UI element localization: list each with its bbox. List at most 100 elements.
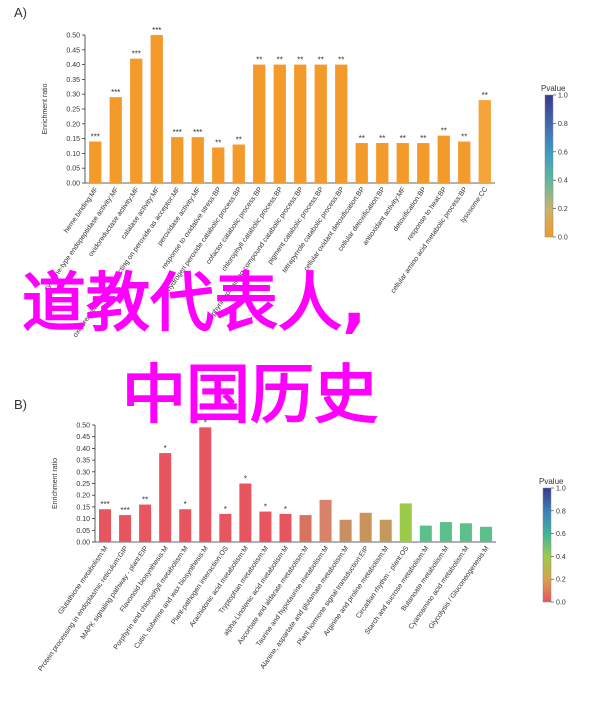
colorbar-tick-label: 0.2	[558, 206, 568, 213]
bar	[459, 523, 472, 542]
significance-label: **	[379, 134, 385, 143]
bar	[239, 483, 252, 542]
significance-label: *	[284, 505, 287, 514]
bar	[130, 58, 143, 183]
y-tick-label: 0.20	[66, 121, 80, 128]
bar	[396, 143, 409, 183]
bar	[314, 64, 327, 183]
bar	[339, 519, 352, 542]
significance-label: **	[482, 91, 488, 100]
y-tick-label: 0.00	[76, 540, 90, 547]
bar	[171, 137, 184, 183]
bar	[139, 504, 152, 542]
colorbar-tick-label: 0.8	[556, 508, 566, 515]
significance-label: **	[441, 127, 447, 136]
bar	[212, 147, 225, 183]
y-tick-label: 0.50	[66, 33, 80, 40]
significance-label: **	[338, 56, 344, 65]
colorbar-tick-label: 1.0	[556, 486, 566, 493]
significance-label: **	[420, 134, 426, 143]
y-tick-label: 0.45	[76, 434, 90, 441]
bar	[99, 509, 112, 542]
colorbar-tick-label: 0.4	[558, 178, 568, 185]
bar	[376, 143, 389, 183]
bar	[253, 64, 266, 183]
x-tick-label: cellular amino acid metabolic process:BP	[390, 186, 469, 295]
colorbar-title: Pvalue	[539, 477, 564, 486]
y-tick-label: 0.15	[66, 136, 80, 143]
panel-label: A)	[14, 5, 27, 20]
bar	[437, 135, 450, 183]
bar	[159, 453, 172, 542]
x-tick-label: Cutin, suberine and wax biosynthesis:M	[133, 545, 210, 650]
bar	[232, 144, 245, 183]
y-tick-label: 0.40	[66, 62, 80, 69]
significance-label: **	[256, 56, 262, 65]
colorbar-tick-label: 1.0	[558, 93, 568, 100]
y-axis-label: Enrichment ratio	[52, 458, 59, 509]
significance-label: **	[359, 134, 365, 143]
colorbar-tick-label: 0.8	[558, 121, 568, 128]
significance-label: **	[277, 56, 283, 65]
colorbar-tick-label: 0.6	[558, 149, 568, 156]
significance-label: **	[400, 134, 406, 143]
colorbar	[544, 94, 554, 238]
colorbar-tick-label: 0.0	[558, 235, 568, 242]
significance-label: ***	[111, 88, 120, 97]
bar	[379, 519, 392, 542]
significance-label: **	[297, 56, 303, 65]
significance-label: *	[204, 418, 207, 427]
y-tick-label: 0.10	[76, 516, 90, 523]
bar	[399, 503, 412, 542]
x-tick-label: Protein processing in endoplasmic reticu…	[37, 545, 130, 673]
significance-label: *	[184, 500, 187, 509]
y-tick-label: 0.20	[76, 493, 90, 500]
panel-label: B)	[14, 397, 27, 412]
bar	[319, 499, 332, 542]
y-tick-label: 0.30	[66, 92, 80, 99]
y-tick-label: 0.05	[66, 166, 80, 173]
significance-label: **	[215, 138, 221, 147]
x-tick-label: Porphyrin and chlorophyll metabolism:M	[113, 545, 190, 651]
y-tick-label: 0.35	[66, 77, 80, 84]
y-tick-label: 0.05	[76, 528, 90, 535]
bar	[335, 64, 348, 183]
significance-label: ***	[193, 128, 202, 137]
bar	[150, 35, 163, 183]
colorbar-tick-label: 0.4	[556, 554, 566, 561]
y-tick-label: 0.25	[76, 481, 90, 488]
significance-label: **	[318, 56, 324, 65]
colorbar-tick-label: 0.6	[556, 531, 566, 538]
bar	[191, 137, 204, 183]
significance-label: *	[164, 444, 167, 453]
bar	[199, 427, 212, 542]
bar	[299, 515, 312, 542]
significance-label: ***	[152, 26, 161, 35]
overlay-text: 中国历史	[122, 359, 378, 433]
significance-label: *	[244, 475, 247, 484]
bar	[479, 526, 492, 542]
bar	[439, 522, 452, 542]
significance-label: ***	[120, 506, 129, 515]
significance-label: ***	[91, 133, 100, 142]
bar	[419, 525, 432, 542]
overlay-text: 道教代表人,	[22, 267, 367, 341]
colorbar-title: Pvalue	[541, 84, 566, 93]
significance-label: **	[236, 136, 242, 145]
bar	[417, 143, 430, 183]
y-tick-label: 0.25	[66, 107, 80, 114]
x-tick-label: response to heat:BP	[406, 186, 448, 242]
y-tick-label: 0.50	[76, 423, 90, 430]
bar	[294, 64, 307, 183]
colorbar-tick-label: 0.2	[556, 577, 566, 584]
y-tick-label: 0.00	[66, 181, 80, 188]
bar	[359, 512, 372, 542]
significance-label: **	[461, 133, 467, 142]
bar	[273, 64, 286, 183]
significance-label: ***	[100, 500, 109, 509]
significance-label: *	[224, 505, 227, 514]
significance-label: **	[142, 496, 148, 505]
y-tick-label: 0.30	[76, 469, 90, 476]
